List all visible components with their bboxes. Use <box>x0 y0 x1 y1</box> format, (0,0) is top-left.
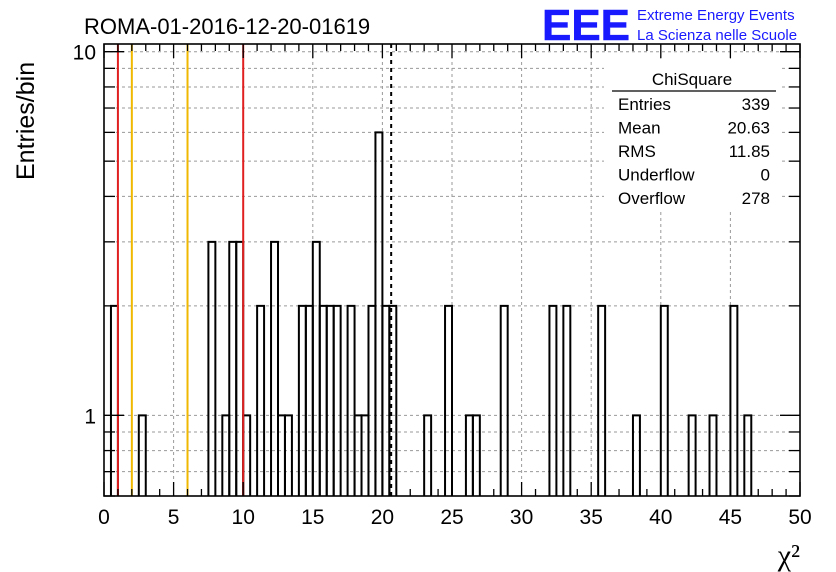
histogram-bin <box>388 304 398 496</box>
x-tick-label: 25 <box>440 506 463 529</box>
histogram-bin <box>304 304 314 496</box>
histogram-bin <box>228 240 238 496</box>
stats-rows: Entries 339 Mean 20.63 RMS 11.85 Underflow 0 Ove… <box>618 95 770 208</box>
stats-label: RMS <box>618 142 656 161</box>
histogram-bin <box>256 304 266 496</box>
histogram-bin <box>325 304 335 496</box>
stats-value: 278 <box>742 189 770 208</box>
histogram-bin <box>499 304 509 496</box>
eee-logo: EEE Extreme Energy Events La Scienza nel… <box>542 1 797 51</box>
x-axis-label: χ² <box>777 539 800 572</box>
stats-title: ChiSquare <box>652 70 732 89</box>
histogram-bin <box>687 414 697 496</box>
histogram-bin <box>374 131 384 496</box>
histogram-bin <box>659 304 669 496</box>
histogram-bin <box>444 304 453 496</box>
histogram-bin <box>221 414 231 496</box>
x-tick-label: 40 <box>649 506 672 529</box>
histogram-bin <box>207 240 217 496</box>
histogram-bin <box>235 240 245 496</box>
stats-label: Mean <box>618 119 661 138</box>
histogram-bin <box>743 414 753 496</box>
x-tick-label: 15 <box>301 506 324 529</box>
chart-title: ROMA-01-2016-12-20-01619 <box>84 14 370 39</box>
x-tick-label: 5 <box>168 506 180 529</box>
histogram-bin <box>242 414 252 496</box>
x-tick-label: 10 <box>232 506 255 529</box>
stats-value: 339 <box>742 95 770 114</box>
y-axis-label: Entries/bin <box>12 62 40 180</box>
x-tick-label: 50 <box>788 506 811 529</box>
x-tick-label: 0 <box>98 506 110 529</box>
stats-label: Entries <box>618 95 671 114</box>
histogram-bin <box>109 304 119 496</box>
y-tick-label: 1 <box>84 405 96 428</box>
histogram-bin <box>346 304 356 496</box>
histogram-bin <box>360 414 370 496</box>
axis-ticks: 0 5 10 15 20 25 30 35 40 45 50 1 10 <box>73 42 812 529</box>
histogram-bin <box>318 304 328 496</box>
y-tick-label: 10 <box>73 42 96 65</box>
x-tick-label: 35 <box>580 506 603 529</box>
x-tick-label: 30 <box>510 506 533 529</box>
histogram-bin <box>381 304 391 496</box>
histogram-bin <box>562 304 572 496</box>
histogram-bin <box>597 304 607 496</box>
histogram-bin <box>464 414 474 496</box>
stats-value: 20.63 <box>727 119 770 138</box>
x-tick-label: 45 <box>719 506 742 529</box>
histogram-bin <box>277 414 286 496</box>
histogram <box>109 131 753 496</box>
logo-line-2: La Scienza nelle Scuole <box>637 27 797 44</box>
histogram-bin <box>283 414 293 496</box>
histogram-bin <box>311 240 321 496</box>
stats-box: ChiSquare Entries 339 Mean 20.63 RMS 11.85 Und… <box>604 62 780 212</box>
histogram-bin <box>297 304 307 496</box>
histogram-bin <box>367 304 377 496</box>
logo-line-1: Extreme Energy Events <box>637 7 795 24</box>
histogram-bin <box>270 240 279 496</box>
logo-mark: EEE <box>542 1 630 50</box>
stats-label: Overflow <box>618 189 686 208</box>
histogram-bin <box>631 414 641 496</box>
histogram-bin <box>137 414 147 496</box>
histogram-bin <box>708 414 718 496</box>
histogram-bin <box>423 414 433 496</box>
x-tick-label: 20 <box>371 506 394 529</box>
stats-box-background <box>604 62 780 212</box>
histogram-bin <box>353 414 363 496</box>
histogram-bin <box>471 414 481 496</box>
histogram-bin <box>332 304 342 496</box>
stats-value: 11.85 <box>729 142 770 161</box>
histogram-bin <box>548 304 558 496</box>
histogram-bin <box>729 304 739 496</box>
stats-label: Underflow <box>618 166 695 185</box>
reference-lines <box>116 44 393 496</box>
stats-value: 0 <box>761 166 770 185</box>
